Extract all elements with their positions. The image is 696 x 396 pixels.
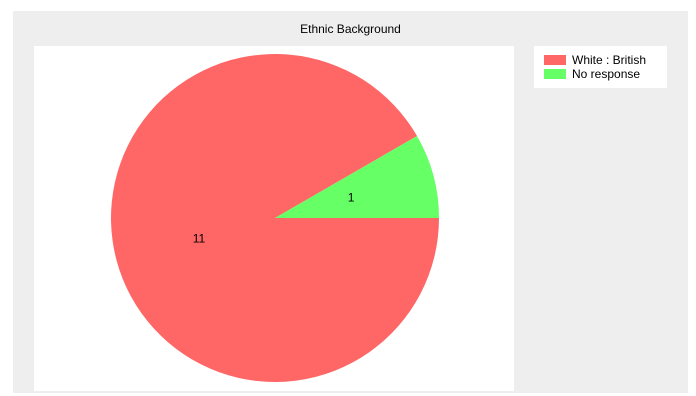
plot-area: 11 1: [34, 46, 514, 391]
pie-slice-no-response: [275, 136, 439, 218]
legend-item-white-british: White : British: [544, 52, 647, 67]
legend-label-no-response: No response: [572, 66, 641, 81]
legend-swatch-no-response: [544, 68, 566, 79]
chart-title: Ethnic Background: [300, 22, 401, 36]
legend-swatch-white-british: [544, 54, 566, 65]
chart-panel: Ethnic Background 11 1 White : British N…: [13, 11, 688, 393]
legend: White : British No response: [534, 46, 667, 88]
pie-chart: 11 1: [110, 53, 439, 382]
legend-item-no-response: No response: [544, 66, 641, 81]
legend-label-white-british: White : British: [572, 52, 647, 67]
slice-value-label-white-british: 11: [193, 231, 206, 245]
pie-slice-white-british: [110, 53, 439, 382]
slice-value-label-no-response: 1: [348, 191, 355, 205]
